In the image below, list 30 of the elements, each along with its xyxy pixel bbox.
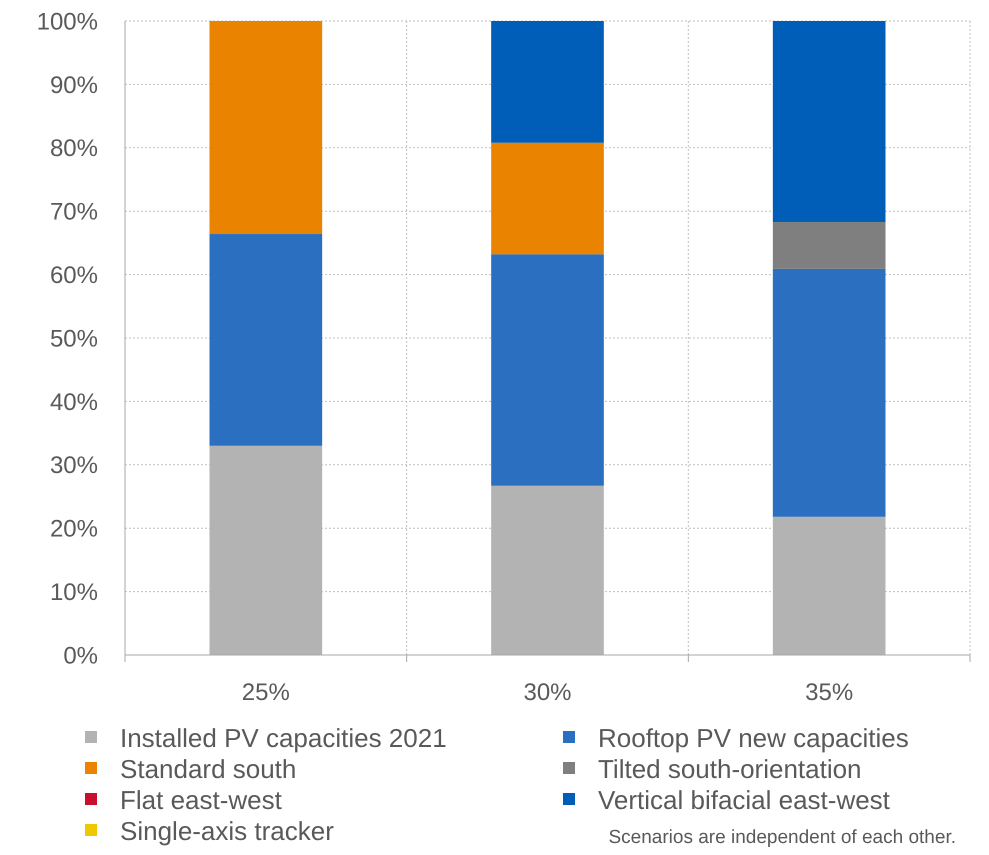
legend-label: Flat east-west bbox=[120, 785, 283, 816]
x-tick-label: 30% bbox=[523, 679, 572, 706]
x-tick-label: 35% bbox=[805, 679, 854, 706]
y-tick-label: 0% bbox=[63, 642, 98, 670]
y-tick-label: 80% bbox=[50, 135, 98, 162]
y-tick-label: 40% bbox=[50, 388, 98, 416]
y-tick-label: 10% bbox=[50, 579, 98, 606]
y-tick-label: 70% bbox=[50, 198, 98, 226]
y-tick-label: 90% bbox=[50, 72, 98, 99]
legend-label: Standard south bbox=[120, 754, 296, 784]
bar bbox=[491, 254, 604, 486]
bar bbox=[210, 21, 322, 234]
legend-label: Rooftop PV new capacities bbox=[598, 723, 909, 754]
y-tick-label: 100% bbox=[36, 8, 98, 36]
text: Scenarios are independent of each other. bbox=[608, 827, 956, 848]
bar bbox=[772, 21, 886, 222]
y-tick-label: 20% bbox=[50, 516, 98, 543]
bar bbox=[772, 222, 886, 269]
y-tick-label: 30% bbox=[50, 452, 98, 480]
legend-label: Tilted south-orientation bbox=[598, 754, 862, 784]
x-tick-label: 25% bbox=[242, 679, 290, 706]
bar bbox=[491, 142, 604, 254]
bar bbox=[210, 234, 322, 446]
bar bbox=[491, 21, 604, 143]
y-tick-label: 50% bbox=[50, 325, 98, 352]
legend-label: Installed PV capacities 2021 bbox=[120, 723, 447, 754]
y-tick-label: 60% bbox=[50, 262, 98, 289]
bar bbox=[772, 268, 886, 517]
legend-label: Vertical bifacial east-west bbox=[598, 785, 891, 816]
legend-label: Single-axis tracker bbox=[120, 816, 334, 846]
